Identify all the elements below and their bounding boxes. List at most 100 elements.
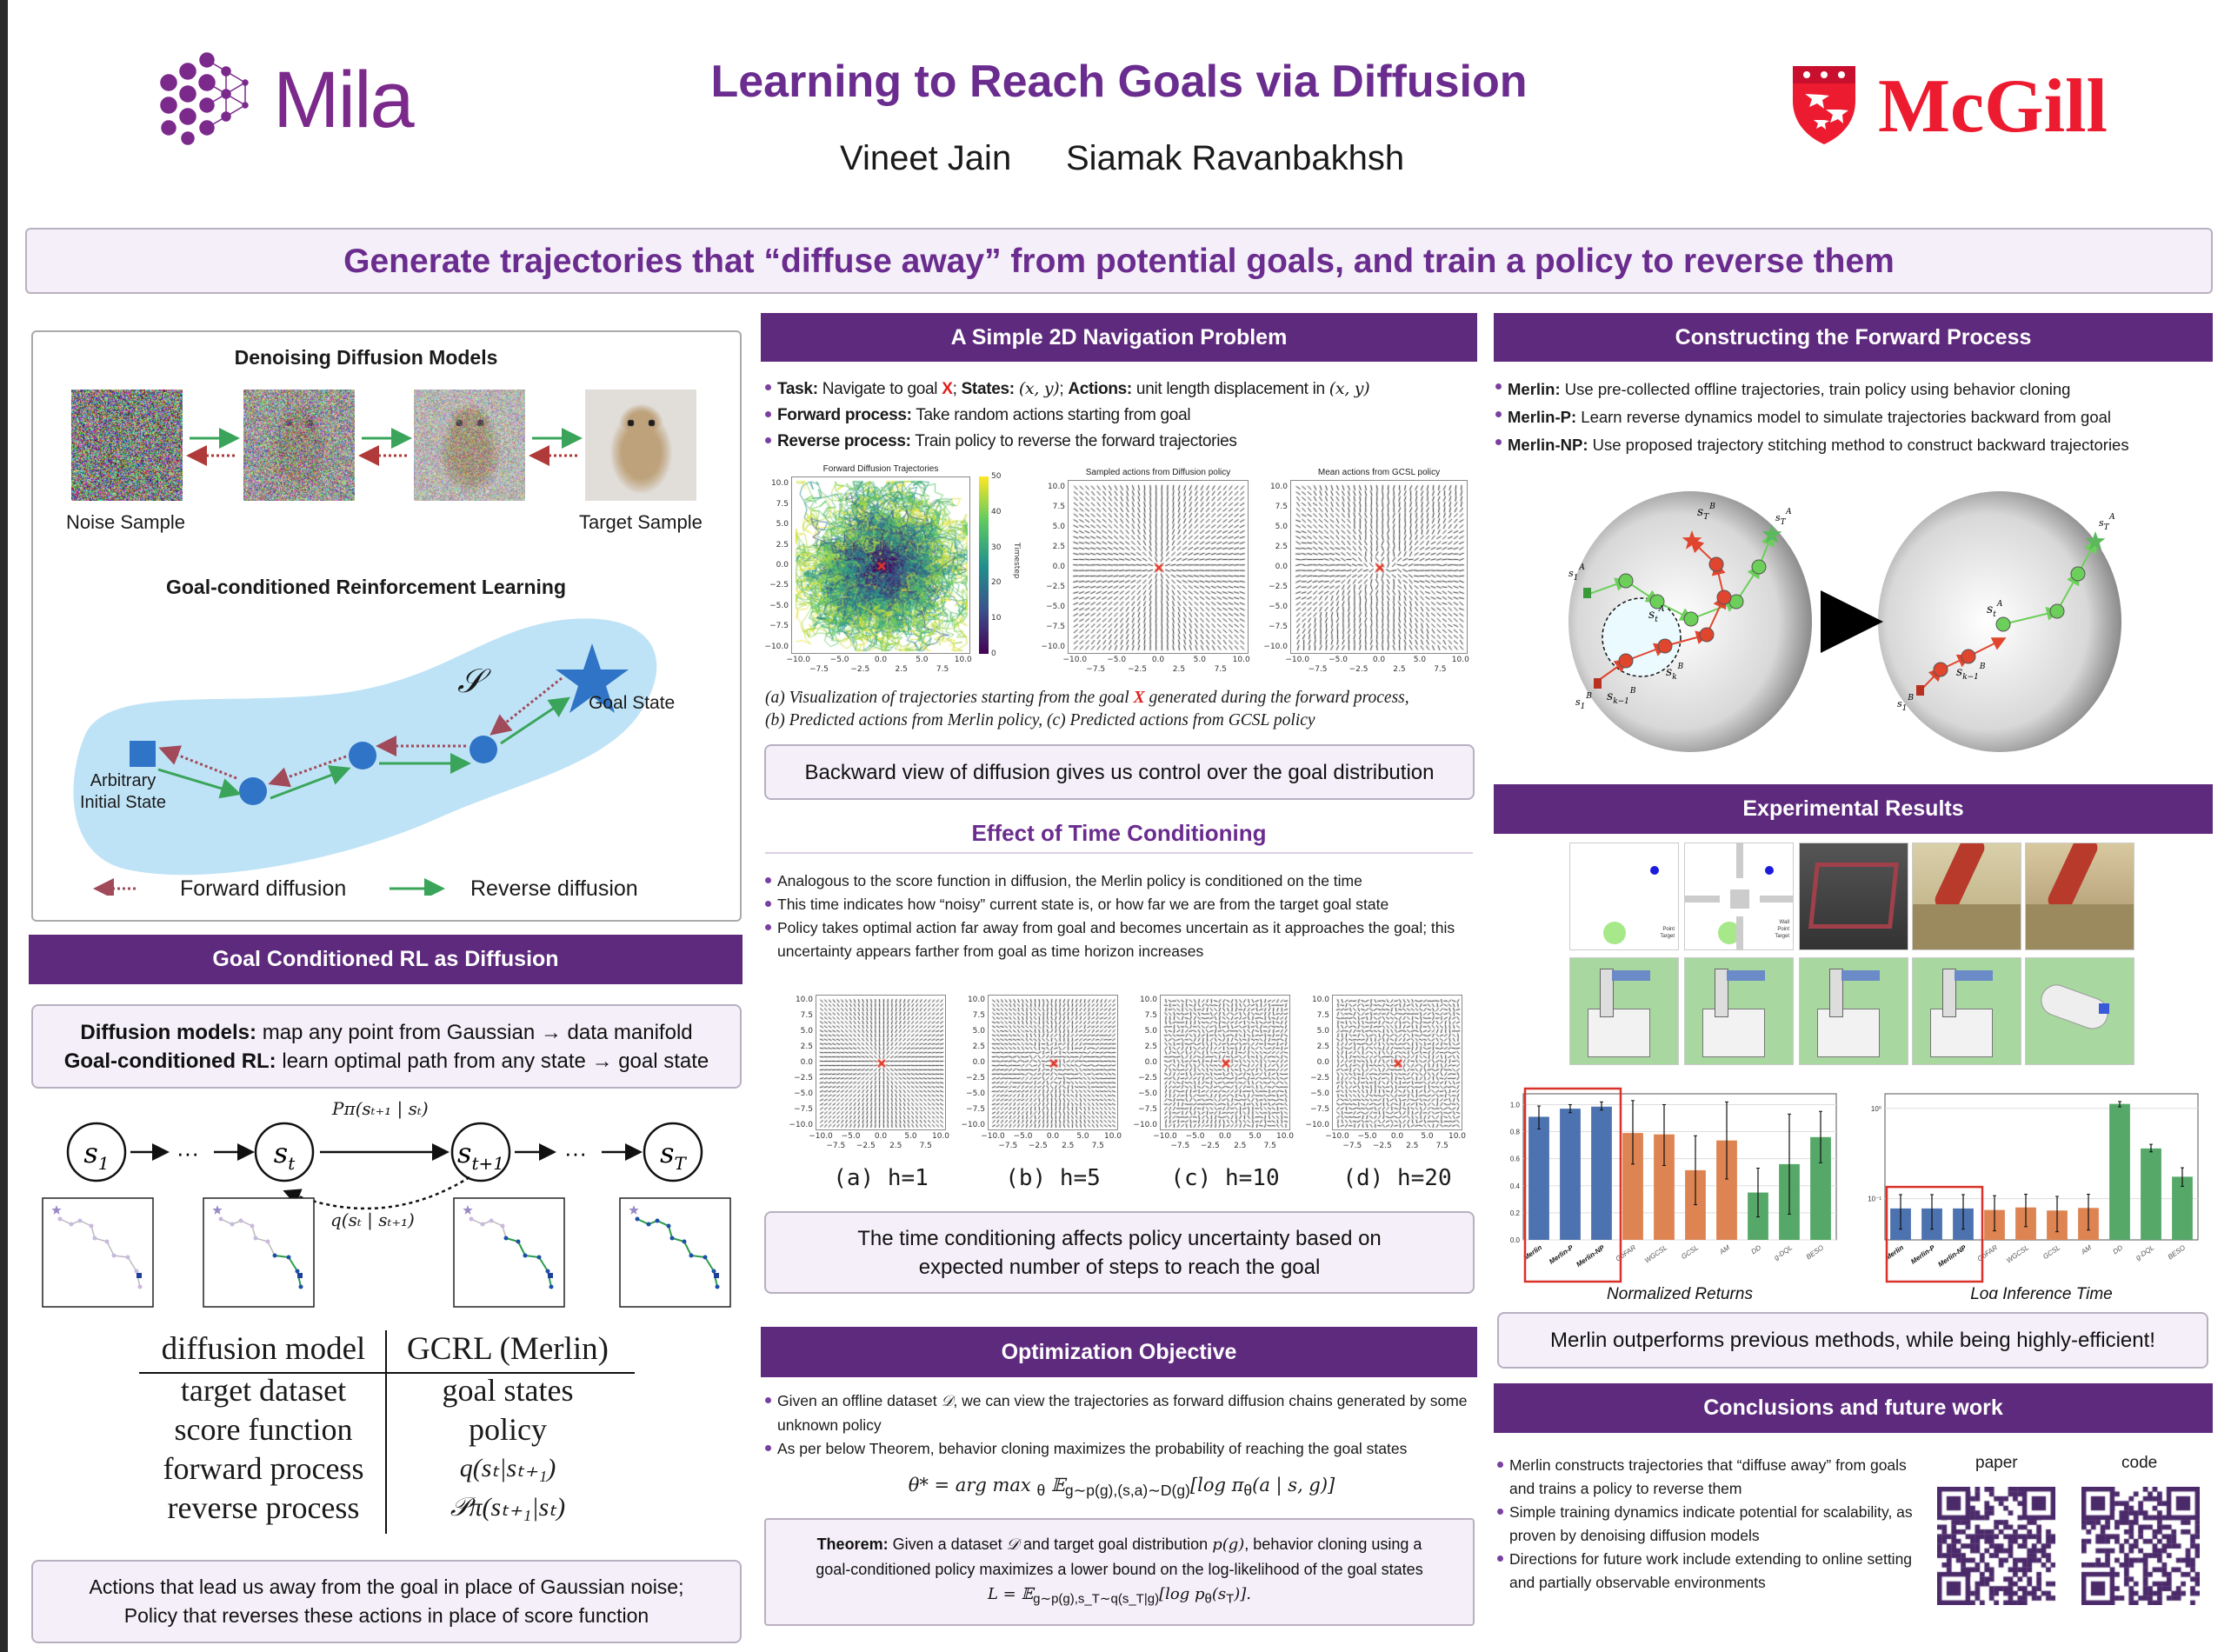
x-tick-label: 10.0: [1451, 656, 1469, 664]
bullet-item: Reverse process: Train policy to reverse…: [765, 429, 1478, 455]
x-tick-label: AM: [1717, 1243, 1731, 1256]
navigation-takeaway-text: Backward view of diffusion gives us cont…: [804, 760, 1435, 784]
x-tick-label: 0.0: [1372, 656, 1386, 664]
x-tick-label: BESO: [2167, 1243, 2187, 1261]
x-tick-label: 2.5: [1406, 1142, 1419, 1150]
state-node: [1618, 573, 1634, 589]
y-tick-label: 5.0: [776, 520, 789, 530]
bar-gofar: [1622, 1133, 1643, 1240]
y-tick-label: 0.0: [800, 1058, 813, 1067]
plot-canvas: [989, 996, 1119, 1131]
robot-link: [1829, 969, 1843, 1017]
bar-beso: [2172, 1176, 2193, 1240]
text-segment: ;: [1059, 380, 1069, 398]
takeaway-line-2: Policy that reverses these actions in pl…: [123, 1604, 649, 1627]
bold-term: States:: [961, 380, 1016, 398]
x-tick-label: 10.0: [1103, 1132, 1122, 1141]
y-tick-label: −7.5: [1046, 623, 1065, 631]
y-tick-label: −10.0: [961, 1120, 985, 1129]
bar-merlin-p: [1560, 1109, 1581, 1240]
qr-paper-label: paper: [1975, 1454, 2018, 1472]
text-segment: Merlin constructs trajectories that “dif…: [1509, 1456, 1907, 1497]
navigation-bullets: Task: Navigate to goal X; States: (x, y)…: [765, 376, 1478, 455]
bar-am: [1716, 1140, 1737, 1240]
takeaway-line-1: Actions that lead us away from the goal …: [89, 1575, 684, 1598]
text-segment: Analogous to the score function in diffu…: [777, 872, 1362, 889]
x-tick-label: −10.0: [809, 1132, 833, 1141]
x-tick-label: 5.0: [1193, 656, 1206, 664]
x-tick-label: WGCSL: [2005, 1243, 2030, 1264]
bc-objective-equation: θ* = arg max θ 𝔼g∼p(g),(s,a)∼D(g)[log πθ…: [765, 1475, 1478, 1500]
y-tick-label: 0.0: [1316, 1058, 1329, 1067]
x-tick-label: −10.0: [786, 656, 811, 664]
text-segment: (b) Predicted actions from Merlin policy…: [765, 711, 1315, 729]
table-column-rule: [385, 1330, 387, 1534]
x-tick-label: 2.5: [889, 1142, 902, 1150]
time-takeaway-line-2: expected number of steps to reach the go…: [918, 1255, 1321, 1279]
x-tick-label: −2.5: [850, 665, 870, 674]
goal-star-icon: [556, 643, 629, 713]
text-segment: 𝔼: [1045, 1475, 1065, 1495]
y-tick-label: 0.0: [972, 1058, 985, 1067]
x-tick-label: −10.0: [981, 1132, 1005, 1141]
maze-wall: [1736, 916, 1743, 949]
noisy-image-step-1: [243, 390, 355, 501]
y-tick-label: −7.5: [1269, 623, 1288, 631]
trajectory-thumbnail: [453, 1197, 565, 1308]
state-label: s1B: [1897, 694, 1914, 713]
text-segment: This time indicates how “noisy” current …: [777, 896, 1389, 913]
state-label: s1B: [1575, 692, 1592, 711]
text-segment: [log π: [1189, 1475, 1244, 1495]
colorbar-tick: 20: [991, 578, 1002, 588]
table-cell: goal states: [442, 1373, 574, 1408]
point-marker: [1650, 866, 1659, 875]
goal-star-icon: [1761, 524, 1782, 543]
x-tick-label: 5.0: [1421, 1132, 1434, 1141]
time-conditioned-actions-plot: [1160, 995, 1291, 1131]
state-node: [1716, 590, 1732, 605]
state-label: sk−1B: [1607, 687, 1636, 706]
time-conditioned-actions-plot: [988, 995, 1119, 1131]
y-tick-label: −7.5: [1138, 1104, 1157, 1114]
x-tick-label: 0.0: [1046, 1132, 1060, 1141]
bold-term: Goal-conditioned RL:: [63, 1049, 276, 1073]
y-tick-label: 10.0: [770, 479, 789, 489]
banner-text: Generate trajectories that “diffuse away…: [343, 242, 1895, 280]
section-header-navigation: A Simple 2D Navigation Problem: [761, 313, 1477, 362]
bullet-item: This time indicates how “noisy” current …: [765, 893, 1478, 916]
paper-qr-code[interactable]: [1937, 1487, 2055, 1605]
table-cell: 𝒫π(sₜ₊₁|sₜ): [450, 1493, 566, 1522]
state-label: sTA: [1775, 508, 1792, 527]
x-tick-label: 5.0: [1249, 1132, 1262, 1141]
text-segment: 𝒟: [941, 1393, 954, 1410]
denoising-arrows: [186, 428, 583, 466]
x-tick-label: −7.5: [1308, 665, 1328, 674]
plot-canvas: [792, 477, 971, 655]
table-header-rule: [139, 1372, 635, 1374]
text-segment: , behavior cloning using a: [1244, 1535, 1422, 1554]
time-takeaway-box: The time conditioning affects policy unc…: [764, 1211, 1475, 1294]
text-segment: Simple training dynamics indicate potent…: [1509, 1503, 1913, 1544]
text-segment: Directions for future work include exten…: [1509, 1550, 1913, 1591]
time-conditioned-actions-plot: [816, 995, 947, 1131]
forward-process-bullets: Merlin: Use pre-collected offline trajec…: [1495, 376, 2217, 459]
robot-base: [1930, 1009, 1993, 1057]
code-qr-code[interactable]: [2081, 1487, 2200, 1605]
bullet-item: Forward process: Take random actions sta…: [765, 403, 1478, 429]
svg-text:s1: s1: [83, 1136, 109, 1174]
environment-thumbnail: [1684, 957, 1794, 1065]
mcgill-logo: McGill: [1789, 63, 2172, 150]
robot-base: [1702, 1009, 1765, 1057]
x-tick-label: −5.0: [829, 656, 849, 664]
plot-canvas: [1291, 481, 1468, 655]
x-tick-label: g-DQL: [2134, 1243, 2155, 1262]
x-tick-label: −5.0: [1107, 656, 1127, 664]
section-header-results: Experimental Results: [1494, 784, 2213, 834]
y-tick-label: −10.0: [1041, 643, 1065, 651]
table-header: diffusion model: [161, 1331, 366, 1367]
x-tick-label: 0.0: [874, 656, 888, 664]
plot-title: Sampled actions from Diffusion policy: [1085, 468, 1231, 477]
x-tick-label: −10.0: [1285, 656, 1309, 664]
y-tick-label: 0.0: [776, 561, 789, 570]
left-takeaway-box: Actions that lead us away from the goal …: [31, 1560, 742, 1643]
